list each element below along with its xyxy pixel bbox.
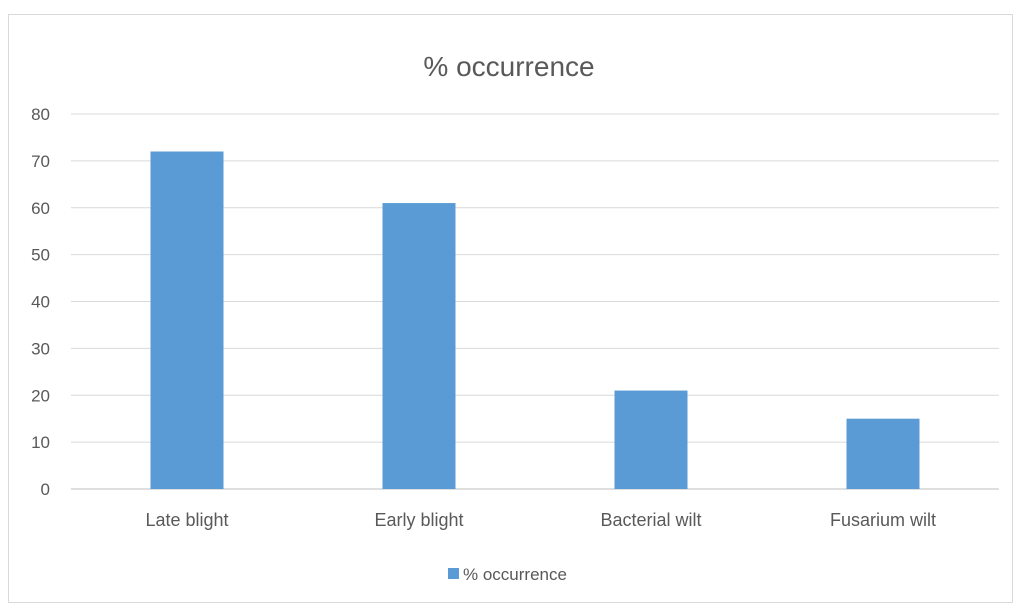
y-tick-label: 50 [31, 246, 50, 265]
y-tick-label: 80 [31, 105, 50, 124]
x-axis-categories: Late blight Early blight Bacterial wilt Fus… [145, 510, 936, 530]
y-tick-label: 30 [31, 339, 50, 358]
y-tick-label: 10 [31, 433, 50, 452]
legend-swatch [448, 568, 459, 579]
bars [150, 151, 920, 489]
bar [382, 203, 456, 489]
chart-title: % occurrence [423, 51, 594, 82]
x-category-label: Late blight [145, 510, 228, 530]
x-category-label: Fusarium wilt [830, 510, 936, 530]
bar [614, 390, 688, 489]
y-axis-ticks: 0 10 20 30 40 50 60 70 80 [31, 105, 50, 499]
y-tick-label: 70 [31, 152, 50, 171]
y-tick-label: 40 [31, 293, 50, 312]
x-category-label: Early blight [374, 510, 463, 530]
bar [846, 418, 920, 489]
legend: % occurrence [448, 565, 567, 584]
y-tick-label: 0 [41, 480, 50, 499]
x-category-label: Bacterial wilt [600, 510, 701, 530]
gridlines [71, 113, 999, 490]
bar [150, 151, 224, 489]
y-tick-label: 60 [31, 199, 50, 218]
legend-label: % occurrence [463, 565, 567, 584]
y-tick-label: 20 [31, 386, 50, 405]
